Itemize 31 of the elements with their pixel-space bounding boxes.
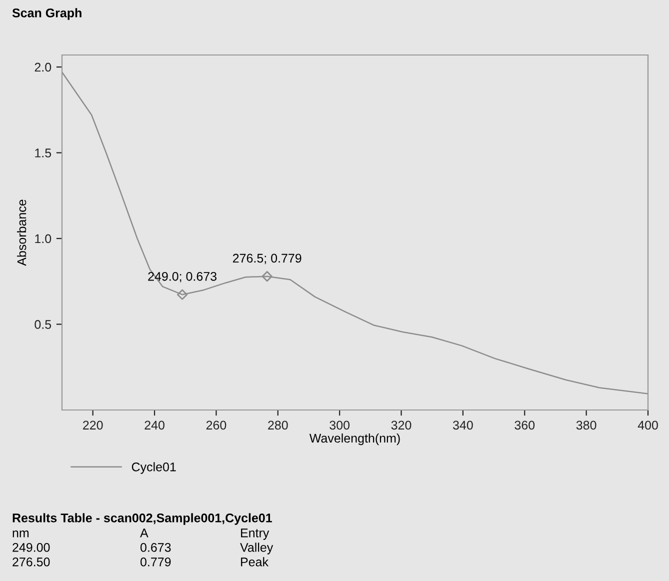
text: Valley bbox=[240, 542, 274, 554]
x-tick-label: 220 bbox=[83, 420, 103, 430]
text: nm bbox=[12, 530, 29, 538]
text: 0.779 bbox=[140, 558, 171, 566]
x-tick-label: 320 bbox=[391, 420, 412, 430]
legend-label: Cycle01 bbox=[132, 462, 176, 474]
text: Entry bbox=[241, 528, 270, 540]
x-tick-label: 280 bbox=[268, 420, 288, 430]
x-tick-label: 400 bbox=[638, 420, 658, 430]
x-tick-label: 240 bbox=[144, 420, 164, 430]
x-tick-label: 260 bbox=[206, 420, 226, 430]
annotation: 249.0; 0.673 bbox=[148, 272, 216, 282]
x-axis-title: Wavelength(nm) bbox=[309, 433, 400, 446]
line-series bbox=[62, 72, 648, 394]
text: Peak bbox=[241, 557, 269, 566]
x-tick-label: 380 bbox=[576, 420, 596, 430]
y-tick-label: 1.0 bbox=[35, 234, 52, 244]
text: 0.673 bbox=[140, 543, 171, 552]
chart-title: Scan Graph bbox=[12, 8, 82, 20]
text: 276.50 bbox=[12, 558, 50, 566]
x-tick-label: 340 bbox=[452, 420, 473, 430]
text: A bbox=[140, 528, 148, 538]
text: 249.00 bbox=[12, 543, 50, 552]
text: Results Table - scan002,Sample001,Cycle01 bbox=[12, 513, 272, 525]
x-tick-label: 300 bbox=[330, 420, 350, 430]
y-axis-title: Absorbance bbox=[17, 200, 26, 266]
y-tick-label: 0.5 bbox=[34, 320, 52, 329]
x-tick-label: 360 bbox=[514, 420, 535, 430]
y-tick-label: 1.5 bbox=[35, 148, 52, 158]
annotation: 276.5; 0.779 bbox=[232, 254, 302, 264]
y-tick-label: 2.0 bbox=[34, 62, 52, 72]
